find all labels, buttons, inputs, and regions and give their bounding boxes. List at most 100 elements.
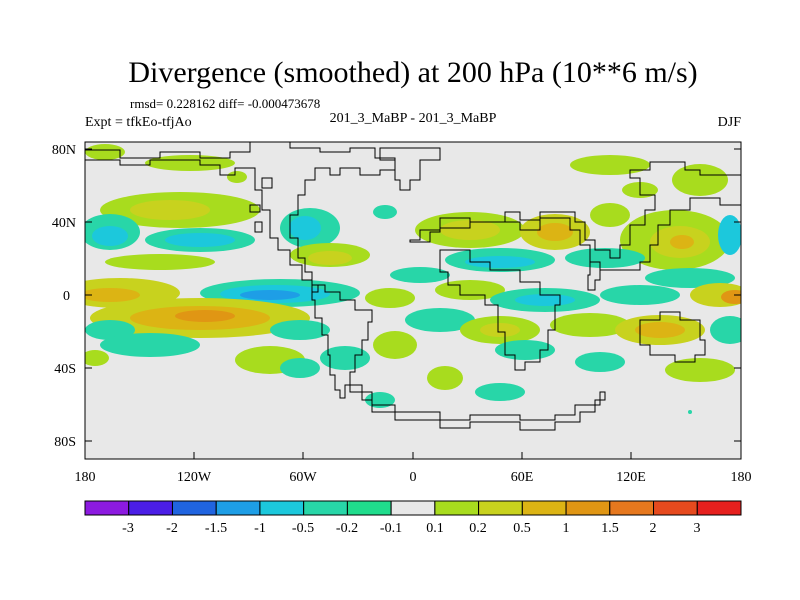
- field-blob: [590, 203, 630, 227]
- lat-ticks: 80N 40N 0 40S 80S: [52, 143, 741, 450]
- field-blob: [240, 290, 300, 300]
- field-blob: [85, 350, 109, 366]
- field-blob: [475, 383, 525, 401]
- island-outline: [261, 177, 273, 189]
- colorbar-swatch: [609, 500, 655, 516]
- field-blob: [227, 171, 247, 183]
- colorbar-label: -0.2: [336, 521, 358, 536]
- colorbar-label: -2: [166, 521, 178, 536]
- india-outline: [587, 261, 601, 291]
- lon-tick-label: 180: [75, 470, 96, 485]
- field-blob: [600, 285, 680, 305]
- colorbar-swatch: [696, 500, 742, 516]
- lat-tick-label: 80N: [52, 143, 76, 158]
- field-blob: [575, 352, 625, 372]
- colorbar-label: -1.5: [205, 521, 227, 536]
- field-blob: [308, 251, 352, 265]
- field-blob: [427, 366, 463, 390]
- field-blob: [373, 331, 417, 359]
- lon-tick-label: 120E: [616, 470, 646, 485]
- colorbar-label: 2: [650, 521, 657, 536]
- map-plot-area: [85, 142, 741, 459]
- australia-outline: [639, 311, 706, 363]
- field-blob: [440, 220, 500, 240]
- colorbar-label: -1: [254, 521, 266, 536]
- colorbar-label: 0.2: [469, 521, 487, 536]
- lat-tick-label: 80S: [54, 435, 76, 450]
- colorbar-swatch: [346, 500, 392, 516]
- field-blob: [365, 288, 415, 308]
- island-outline: [249, 204, 261, 213]
- lon-tick-label: 60E: [511, 470, 534, 485]
- field-blob: [550, 313, 630, 337]
- colorbar-swatch: [478, 500, 523, 516]
- field-blob: [289, 216, 321, 240]
- field-blob: [105, 254, 215, 270]
- field-blob: [145, 155, 235, 171]
- experiment-label: Expt = tfkEo-tfjAo: [85, 115, 192, 130]
- field-blob: [390, 267, 450, 283]
- field-blob: [165, 233, 235, 247]
- lat-tick-label: 0: [63, 289, 70, 304]
- field-blob: [635, 322, 685, 338]
- field-blob: [672, 164, 728, 196]
- coastlines: [85, 142, 741, 431]
- colorbar-label: 1.5: [601, 521, 619, 536]
- north-america-outline: [85, 142, 396, 293]
- field-blob: [373, 205, 397, 219]
- colorbar-label: 1: [563, 521, 570, 536]
- field-blob: [645, 268, 735, 288]
- field-blob: [175, 310, 235, 322]
- field-blob: [570, 155, 650, 175]
- lat-tick-label: 40N: [52, 216, 76, 231]
- field-blob: [688, 410, 692, 414]
- field-blob: [465, 256, 535, 268]
- field-blob: [565, 248, 645, 268]
- colorbar-label: -3: [122, 521, 134, 536]
- colorbar-swatch: [434, 500, 480, 516]
- colorbar-swatch: [653, 500, 698, 516]
- field-blob: [130, 200, 210, 220]
- colorbar-swatch: [303, 500, 348, 516]
- antarctica-outline: [349, 384, 606, 431]
- colorbar-swatch: [171, 500, 217, 516]
- colorbar-swatch: [259, 500, 305, 516]
- lon-ticks: 180 120W 60W 0 60E 120E 180: [75, 452, 752, 485]
- field-blob: [480, 323, 520, 337]
- lon-tick-label: 120W: [177, 470, 212, 485]
- lon-tick-label: 180: [731, 470, 752, 485]
- lat-tick-label: 40S: [54, 362, 76, 377]
- colorbar-label: -0.5: [292, 521, 314, 536]
- greenland-outline: [379, 147, 441, 191]
- field-blob: [85, 288, 140, 302]
- field-blob: [515, 294, 575, 306]
- eurasia-outline: [409, 161, 741, 271]
- stats-label: rmsd= 0.228162 diff= -0.000473678: [130, 96, 320, 111]
- colorbar-swatch: [565, 500, 611, 516]
- comparison-label: 201_3_MaBP - 201_3_MaBP: [330, 111, 497, 126]
- field-blob: [100, 333, 200, 357]
- africa-outline: [439, 249, 561, 371]
- field-blob: [270, 320, 330, 340]
- field-blob: [721, 290, 741, 304]
- colorbar: [84, 500, 742, 516]
- field-blob: [85, 144, 125, 160]
- divergence-field: [85, 144, 741, 414]
- colorbar-swatch: [128, 500, 173, 516]
- field-blob: [718, 215, 741, 255]
- colorbar-labels: -3 -2 -1.5 -1 -0.5 -0.2 -0.1 0.1 0.2 0.5…: [122, 521, 700, 536]
- field-blob: [665, 358, 735, 382]
- colorbar-label: -0.1: [380, 521, 402, 536]
- island-outline: [254, 221, 263, 233]
- colorbar-swatch: [215, 500, 261, 516]
- field-blob: [710, 316, 741, 344]
- lon-tick-label: 60W: [289, 470, 317, 485]
- field-blob: [280, 358, 320, 378]
- colorbar-label: 3: [694, 521, 701, 536]
- map-title: Divergence (smoothed) at 200 hPa (10**6 …: [128, 56, 697, 89]
- field-blob: [92, 226, 128, 246]
- lon-tick-label: 0: [410, 470, 417, 485]
- field-blob: [670, 235, 694, 249]
- colorbar-label: 0.1: [426, 521, 444, 536]
